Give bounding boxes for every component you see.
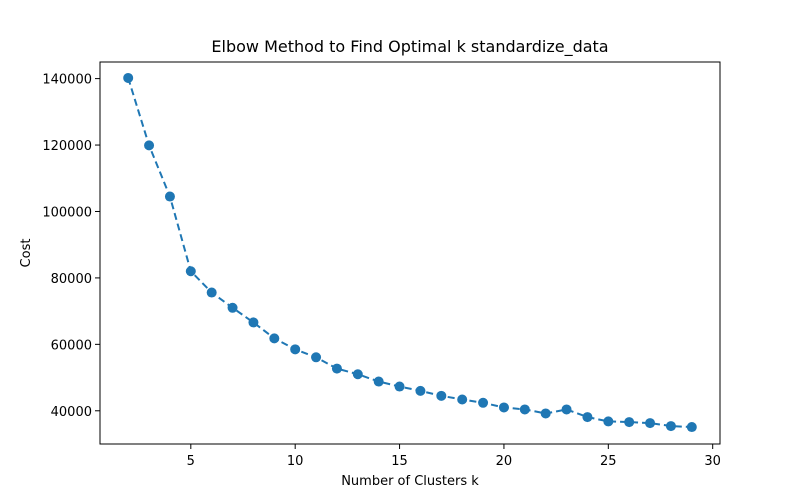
- data-point: [498, 402, 509, 413]
- data-point: [373, 376, 384, 387]
- y-tick-label: 120000: [42, 139, 92, 154]
- data-point: [331, 363, 342, 374]
- data-point: [311, 352, 322, 363]
- data-point: [352, 369, 363, 380]
- x-tick-label: 15: [391, 454, 408, 469]
- x-tick-label: 20: [496, 454, 513, 469]
- data-point: [123, 72, 134, 83]
- data-point: [624, 417, 635, 428]
- data-point: [540, 408, 551, 419]
- plot-frame: [99, 61, 721, 445]
- data-point: [269, 333, 280, 344]
- data-point: [603, 416, 614, 427]
- data-point: [144, 140, 155, 151]
- data-point: [248, 317, 259, 328]
- data-point: [582, 412, 593, 423]
- data-point: [227, 302, 238, 313]
- data-point: [415, 385, 426, 396]
- data-point: [519, 404, 530, 415]
- y-tick-label: 60000: [51, 338, 92, 353]
- data-point: [686, 422, 697, 433]
- x-tick-label: 25: [600, 454, 617, 469]
- series-group: [123, 72, 697, 433]
- data-point: [206, 287, 217, 298]
- data-point: [164, 191, 175, 202]
- series-line: [127, 77, 692, 429]
- x-axis-label: Number of Clusters k: [341, 474, 479, 489]
- y-tick-label: 40000: [51, 405, 92, 420]
- data-point: [290, 344, 301, 355]
- y-tick-label: 140000: [42, 73, 92, 88]
- y-tick-label: 80000: [51, 272, 92, 287]
- data-point: [457, 394, 468, 405]
- y-tick-label: 100000: [42, 205, 92, 220]
- data-point: [561, 404, 572, 415]
- data-point: [478, 397, 489, 408]
- x-tick-label: 5: [187, 454, 195, 469]
- x-tick-label: 10: [287, 454, 304, 469]
- data-point: [665, 421, 676, 432]
- data-point: [185, 266, 196, 277]
- data-point: [436, 390, 447, 401]
- data-point: [645, 418, 656, 429]
- x-tick-label: 30: [704, 454, 721, 469]
- y-axis-label: Cost: [19, 239, 34, 268]
- data-point: [394, 381, 405, 392]
- chart-title: Elbow Method to Find Optimal k standardi…: [211, 37, 608, 57]
